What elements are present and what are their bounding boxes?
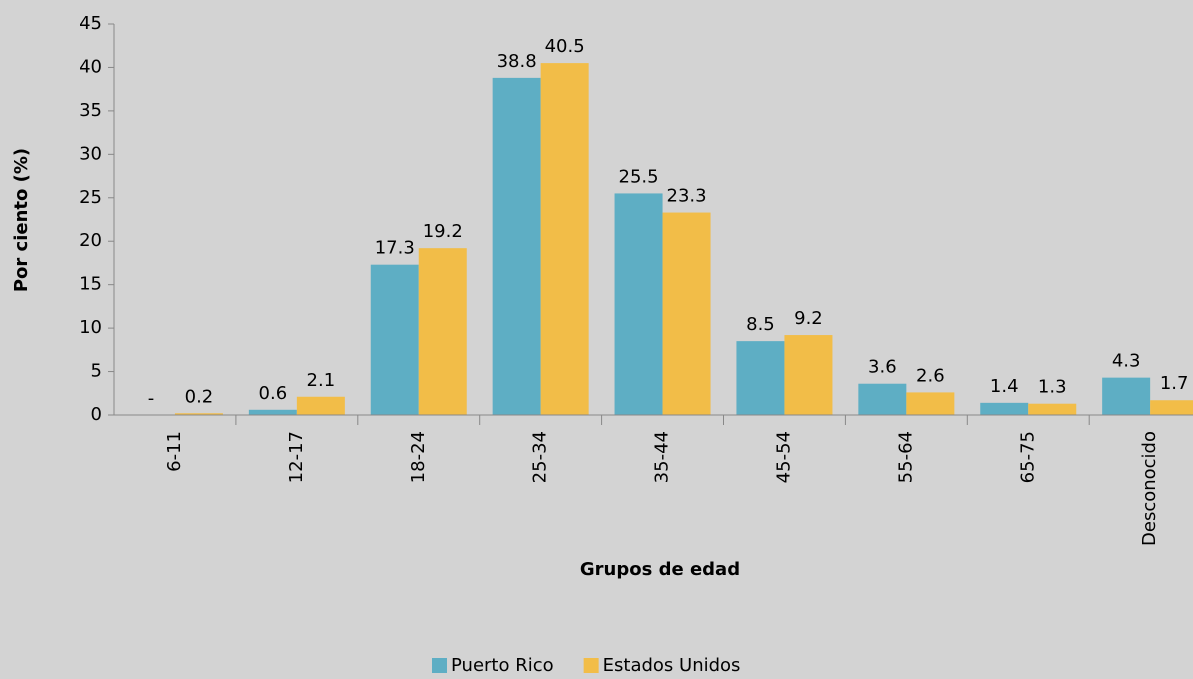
y-tick-label: 20 <box>79 230 102 251</box>
bar <box>662 212 711 415</box>
data-label: 9.2 <box>794 308 823 329</box>
data-label: 17.3 <box>375 238 415 259</box>
x-tick-label: 25-34 <box>530 431 551 483</box>
data-label: 38.8 <box>497 51 537 72</box>
bar <box>540 63 589 415</box>
x-axis-title: Grupos de edad <box>580 559 740 580</box>
bar <box>1028 403 1077 415</box>
bar <box>980 402 1029 415</box>
y-tick-label: 15 <box>79 274 102 295</box>
y-tick-label: 30 <box>79 143 102 164</box>
data-label: - <box>148 388 155 409</box>
bar <box>174 413 223 415</box>
bar <box>370 264 419 415</box>
data-label: 40.5 <box>545 36 585 57</box>
data-label: 0.6 <box>259 383 288 404</box>
x-tick-label: 35-44 <box>652 431 673 483</box>
y-tick-label: 40 <box>79 56 102 77</box>
data-label: 25.5 <box>619 166 659 187</box>
bar <box>1150 400 1193 415</box>
data-label: 2.6 <box>916 365 945 386</box>
bar <box>492 77 541 416</box>
legend-label: Estados Unidos <box>603 655 741 676</box>
y-tick-label: 10 <box>79 317 102 338</box>
x-tick-label: 18-24 <box>408 431 429 483</box>
x-tick-label: 65-75 <box>1017 431 1038 483</box>
y-tick-label: 5 <box>91 361 102 382</box>
data-label: 1.4 <box>990 376 1019 397</box>
data-label: 8.5 <box>746 314 775 335</box>
bar <box>248 409 297 415</box>
x-tick-label: Desconocido <box>1139 431 1160 546</box>
bar <box>736 341 785 415</box>
data-label: 2.1 <box>307 370 336 391</box>
bar <box>784 335 833 415</box>
data-label: 4.3 <box>1112 351 1141 372</box>
y-tick-label: 0 <box>91 404 102 425</box>
data-label: 19.2 <box>423 221 463 242</box>
bar <box>614 193 663 415</box>
data-label: 1.3 <box>1038 377 1067 398</box>
legend-swatch <box>432 658 447 673</box>
bar <box>296 396 345 415</box>
bar <box>418 248 467 415</box>
legend-label: Puerto Rico <box>451 655 554 676</box>
data-label: 3.6 <box>868 357 897 378</box>
x-tick-label: 45-54 <box>773 431 794 483</box>
data-label: 1.7 <box>1160 373 1189 394</box>
y-tick-label: 35 <box>79 100 102 121</box>
data-label: 0.2 <box>185 386 214 407</box>
y-tick-label: 45 <box>79 13 102 34</box>
data-label: 23.3 <box>667 186 707 207</box>
y-axis-title: Por ciento (%) <box>11 148 32 292</box>
y-tick-label: 25 <box>79 187 102 208</box>
x-tick-label: 55-64 <box>895 431 916 483</box>
bar <box>906 392 955 415</box>
bar <box>1102 377 1151 415</box>
bar <box>858 383 907 415</box>
legend-swatch <box>583 658 599 673</box>
x-tick-label: 6-11 <box>164 431 185 472</box>
x-tick-label: 12-17 <box>286 431 307 483</box>
